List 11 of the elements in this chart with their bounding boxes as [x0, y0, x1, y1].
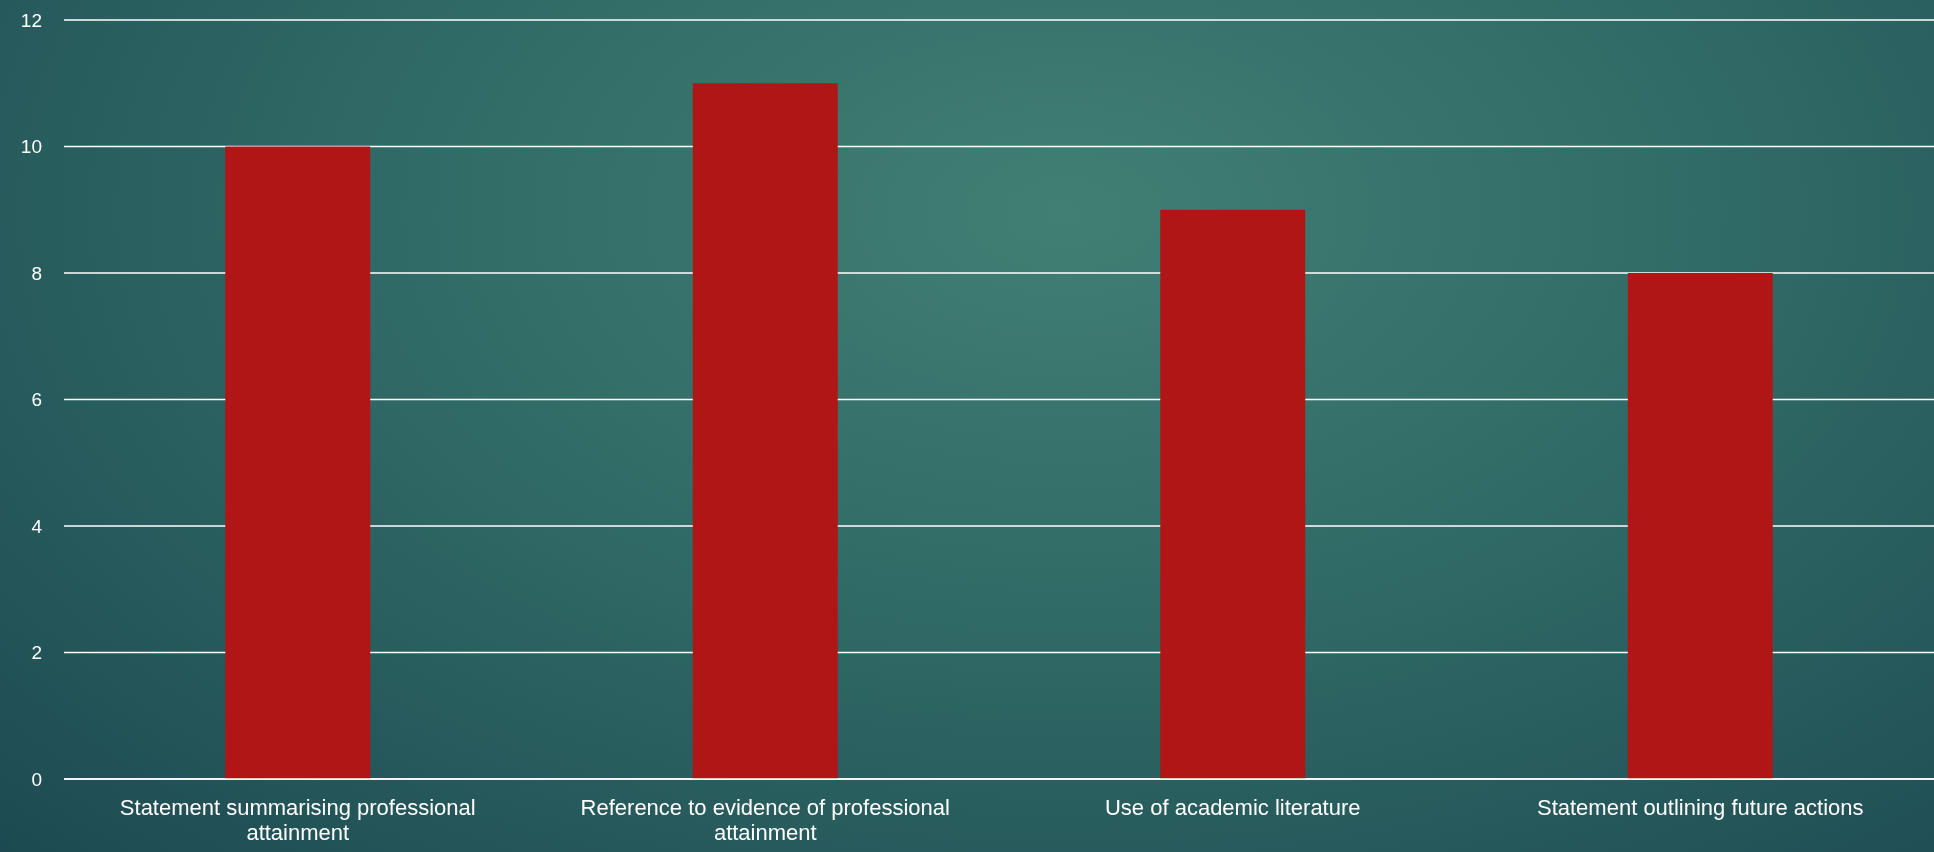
y-tick-label: 0	[31, 768, 42, 790]
y-tick-label: 2	[31, 642, 42, 664]
y-tick-label: 8	[31, 262, 42, 284]
x-tick-label: Use of academic literature	[1104, 794, 1361, 820]
y-tick-label: 12	[20, 9, 42, 31]
y-tick-label: 6	[31, 389, 42, 411]
x-tick-label: Statement summarising professional attainment	[119, 794, 476, 845]
y-tick-label: 10	[20, 136, 42, 158]
y-tick-label: 4	[31, 515, 43, 537]
x-tick-label: Reference to evidence of professional attainment	[580, 794, 950, 845]
x-tick-label: Statement outlining future actions	[1536, 794, 1864, 820]
